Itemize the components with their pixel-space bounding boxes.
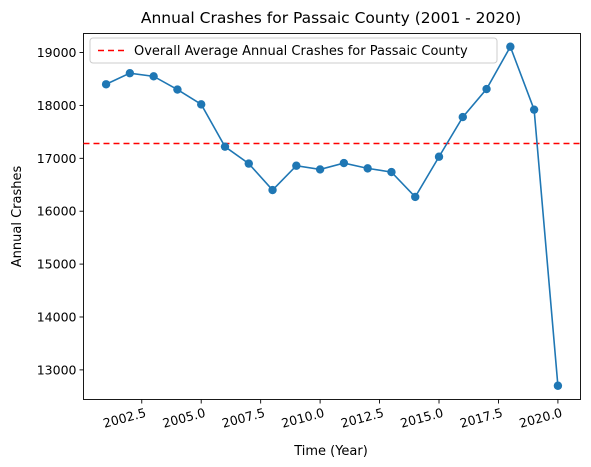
data-point: [292, 161, 301, 170]
y-tick-label: 17000: [37, 151, 77, 166]
x-tick-label: 2010.0: [280, 405, 326, 431]
x-tick-label: 2007.5: [220, 405, 266, 431]
data-point: [363, 164, 372, 173]
x-axis-label: Time (Year): [293, 444, 368, 459]
x-tick-label: 2002.5: [101, 405, 147, 431]
data-point: [220, 142, 230, 151]
data-point: [339, 158, 349, 168]
y-tick-label: 14000: [37, 309, 77, 324]
data-point: [244, 159, 253, 168]
x-axis: 2002.5 2005.0 2007.5 2010.0 2012.5 2015.0 2017…: [101, 399, 564, 431]
x-tick-label: 2005.0: [161, 405, 207, 431]
y-tick-label: 19000: [37, 45, 77, 60]
data-point: [101, 80, 111, 89]
y-tick-label: 15000: [37, 257, 77, 272]
data-point: [173, 85, 182, 94]
legend: Overall Average Annual Crashes for Passa…: [89, 37, 498, 64]
data-point: [197, 100, 206, 109]
data-point: [506, 42, 515, 51]
data-point: [411, 192, 420, 202]
data-point: [529, 105, 539, 114]
y-tick-label: 18000: [37, 98, 77, 113]
data-point: [125, 68, 135, 78]
legend-label: Overall Average Annual Crashes for Passa…: [134, 44, 468, 59]
data-point: [149, 72, 158, 81]
data-point: [553, 381, 563, 390]
series-markers: [101, 42, 563, 390]
legend-box: [89, 37, 498, 64]
data-point: [482, 84, 491, 94]
y-tick-label: 13000: [37, 362, 77, 377]
data-point: [434, 152, 444, 161]
y-axis-label: Annual Crashes: [10, 166, 25, 268]
x-tick-label: 2012.5: [339, 405, 385, 431]
plot-area: [83, 33, 581, 400]
data-point: [315, 165, 325, 174]
data-point: [387, 167, 396, 177]
x-tick-label: 2017.5: [458, 405, 504, 431]
y-tick-label: 16000: [37, 204, 77, 219]
chart-title: Annual Crashes for Passaic County (2001 …: [141, 9, 521, 27]
data-point: [458, 112, 467, 122]
data-point: [268, 185, 277, 195]
x-tick-label: 2015.0: [399, 405, 445, 431]
series-line: [105, 44, 559, 386]
y-axis: 13000 14000 15000 16000 17000 18000 19000: [37, 45, 84, 377]
x-tick-label: 2020.0: [518, 405, 564, 431]
